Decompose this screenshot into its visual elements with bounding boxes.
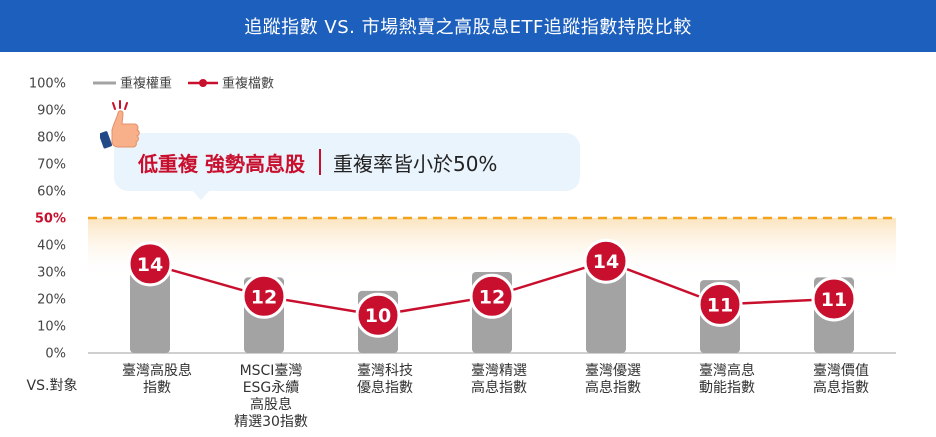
x-tick-label: 精選30指數 bbox=[234, 414, 308, 430]
x-tick-label: 高股息 bbox=[250, 396, 292, 413]
y-tick-label: 90% bbox=[37, 104, 66, 119]
x-tick-label: 臺灣價值 bbox=[813, 362, 869, 379]
bar bbox=[130, 266, 170, 353]
count-label: 12 bbox=[251, 286, 277, 308]
y-tick-label: 70% bbox=[37, 158, 66, 173]
count-label: 10 bbox=[365, 305, 391, 327]
x-tick-label: 高息指數 bbox=[585, 379, 641, 396]
y-tick-label: 60% bbox=[37, 185, 66, 200]
x-tick-label: 臺灣高股息 bbox=[122, 362, 192, 379]
bar bbox=[586, 258, 626, 353]
y-tick-label: 20% bbox=[37, 293, 66, 308]
callout-divider bbox=[318, 149, 321, 175]
y-tick-label: 40% bbox=[37, 239, 66, 254]
count-label: 14 bbox=[593, 251, 619, 273]
count-marker bbox=[241, 273, 287, 319]
count-marker bbox=[355, 292, 401, 338]
y-tick-label: 80% bbox=[37, 131, 66, 146]
legend-count-marker bbox=[199, 79, 207, 87]
y-tick-label: 50% bbox=[35, 212, 66, 227]
thumbs-up-icon bbox=[100, 100, 140, 149]
chart-area: 0% 10% 20% 30% 40% 50% 60% 70% 80% 90% 100% VS.對象 1… bbox=[27, 76, 896, 430]
legend-count-label: 重複檔數 bbox=[222, 76, 274, 92]
count-marker bbox=[469, 273, 515, 319]
count-marker bbox=[811, 276, 857, 322]
x-tick-label: ESG永續 bbox=[243, 380, 300, 396]
count-marker bbox=[583, 238, 629, 284]
y-tick-label: 30% bbox=[37, 266, 66, 281]
x-tick-label: 高息指數 bbox=[813, 379, 869, 396]
x-axis-title: VS.對象 bbox=[27, 378, 78, 394]
x-tick-label: 臺灣科技 bbox=[357, 363, 413, 379]
x-tick-label: 動能指數 bbox=[699, 380, 755, 396]
x-tick-label: 指數 bbox=[143, 380, 171, 396]
x-tick-label: 優息指數 bbox=[357, 379, 413, 396]
threshold-band bbox=[88, 218, 896, 279]
callout-text: 重複率皆小於50% bbox=[332, 151, 498, 176]
callout-bubble: 低重複 強勢高息股 重複率皆小於50% bbox=[114, 133, 580, 200]
count-label: 12 bbox=[479, 286, 505, 308]
x-tick-label: MSCI臺灣 bbox=[240, 363, 303, 379]
count-label: 11 bbox=[707, 294, 733, 316]
legend-weight-label: 重複權重 bbox=[120, 76, 172, 92]
x-tick-label: 臺灣精選 bbox=[471, 363, 527, 379]
x-tick-label: 臺灣優選 bbox=[585, 363, 641, 379]
chart-title: 追蹤指數 VS. 市場熱賣之高股息ETF追蹤指數持股比較 bbox=[0, 0, 936, 52]
y-tick-label: 0% bbox=[45, 347, 66, 362]
count-marker bbox=[127, 241, 173, 287]
y-tick-label: 10% bbox=[37, 320, 66, 335]
count-marker bbox=[697, 281, 743, 327]
y-tick-label: 100% bbox=[29, 77, 66, 92]
x-tick-label: 臺灣高息 bbox=[699, 362, 755, 379]
callout-highlight: 低重複 強勢高息股 bbox=[138, 151, 305, 176]
count-label: 14 bbox=[137, 254, 163, 276]
x-tick-label: 高息指數 bbox=[471, 379, 527, 396]
count-label: 11 bbox=[821, 289, 847, 311]
